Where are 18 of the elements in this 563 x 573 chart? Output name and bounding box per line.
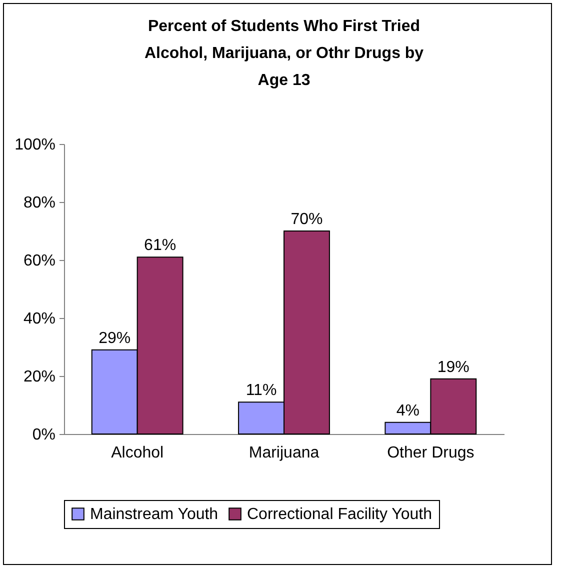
x-tick-label: Marijuana <box>248 444 320 462</box>
legend-label: Mainstream Youth <box>90 506 218 523</box>
y-tick-label: 60% <box>23 252 56 270</box>
data-label: 70% <box>290 211 323 228</box>
x-tick-label: Alcohol <box>111 444 164 462</box>
x-tick-label: Other Drugs <box>387 444 474 462</box>
chart-title: Percent of Students Who First Tried Alcohol, Marijuana, or Othr Drugs by Age 13 <box>144 18 424 89</box>
legend-label: Correctional Facility Youth <box>247 506 432 523</box>
y-tick-label: 100% <box>14 136 56 154</box>
y-tick-label: 0% <box>32 426 56 444</box>
data-label: 11% <box>246 382 277 400</box>
data-label: 29% <box>98 330 131 347</box>
y-tick-label: 40% <box>23 310 56 328</box>
y-tick-label: 20% <box>23 368 56 386</box>
data-label: 19% <box>437 358 470 376</box>
y-tick-label: 80% <box>23 194 56 212</box>
data-label: 4% <box>396 402 420 420</box>
data-label: 61% <box>144 237 176 254</box>
